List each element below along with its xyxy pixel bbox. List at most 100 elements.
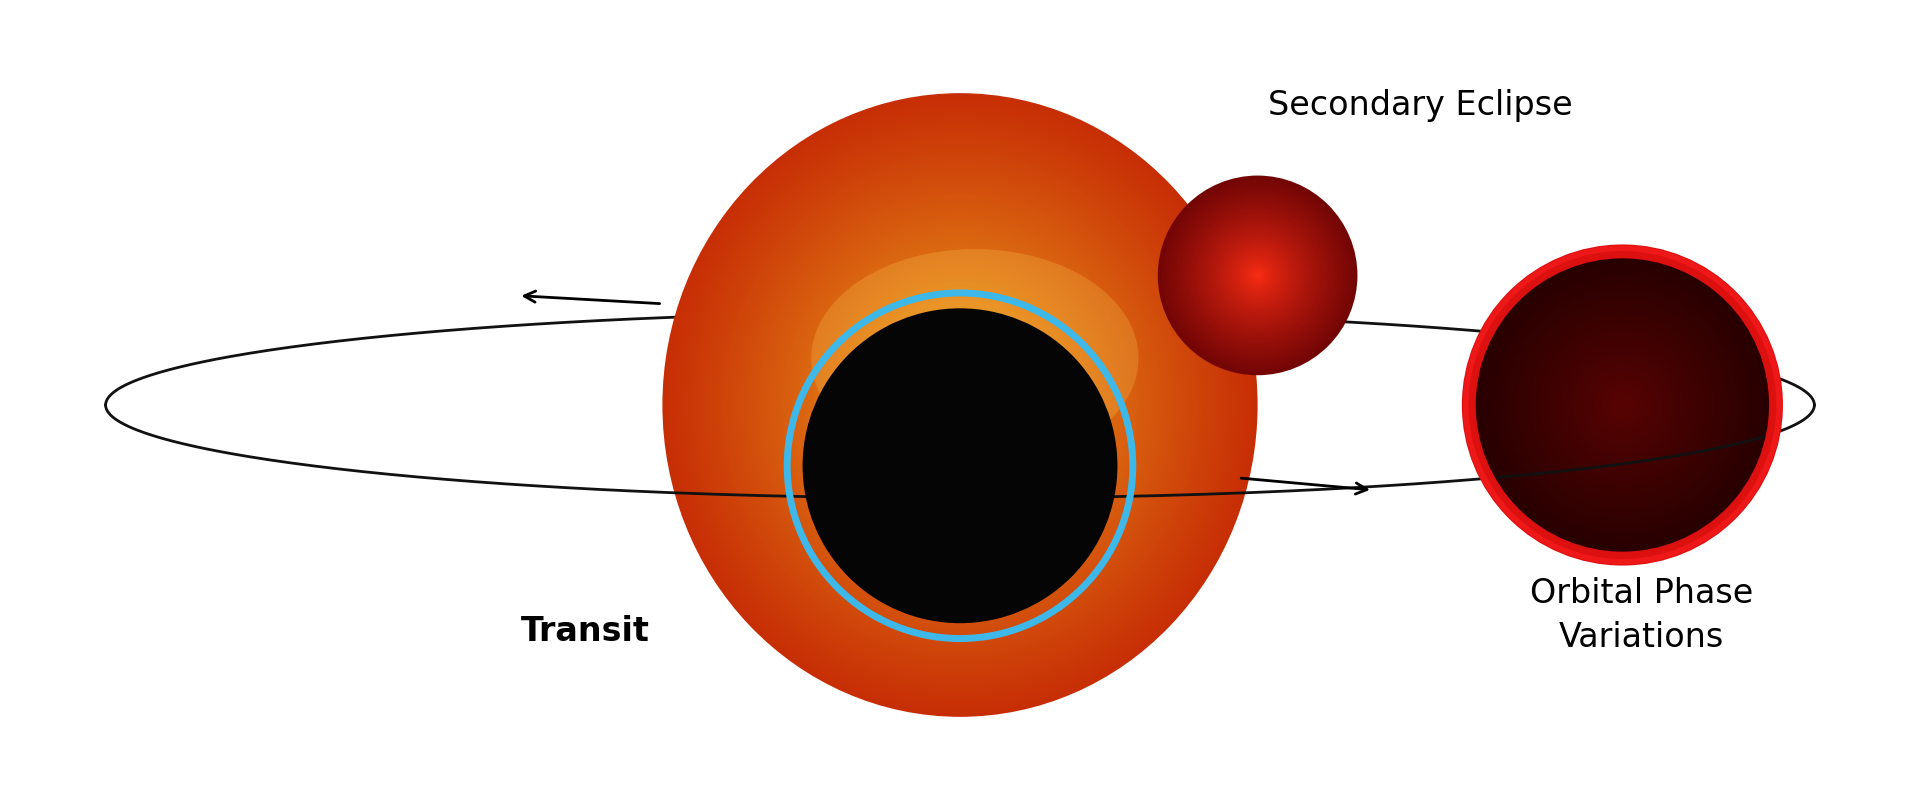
- Ellipse shape: [755, 190, 1165, 620]
- Circle shape: [1582, 364, 1663, 446]
- Circle shape: [1169, 187, 1346, 364]
- Circle shape: [1198, 215, 1317, 335]
- Ellipse shape: [881, 322, 1039, 488]
- Circle shape: [1565, 347, 1680, 463]
- Circle shape: [1165, 183, 1350, 368]
- Circle shape: [1548, 330, 1697, 480]
- Circle shape: [1469, 251, 1776, 559]
- Circle shape: [1227, 244, 1288, 307]
- Ellipse shape: [922, 364, 998, 446]
- Circle shape: [1167, 185, 1348, 366]
- Circle shape: [1500, 282, 1745, 528]
- Circle shape: [1496, 279, 1749, 531]
- Ellipse shape: [941, 385, 979, 425]
- Ellipse shape: [910, 353, 1010, 457]
- Circle shape: [1188, 207, 1327, 344]
- Circle shape: [1567, 349, 1678, 461]
- Ellipse shape: [931, 375, 989, 435]
- Circle shape: [1173, 192, 1342, 359]
- Ellipse shape: [872, 311, 1048, 498]
- Circle shape: [1549, 332, 1695, 478]
- Ellipse shape: [806, 245, 1114, 565]
- Ellipse shape: [789, 226, 1131, 584]
- Ellipse shape: [764, 199, 1156, 611]
- Ellipse shape: [743, 177, 1177, 633]
- Circle shape: [1177, 194, 1338, 356]
- Ellipse shape: [952, 397, 968, 413]
- Ellipse shape: [705, 139, 1215, 671]
- Ellipse shape: [668, 100, 1252, 710]
- Ellipse shape: [678, 109, 1242, 701]
- Circle shape: [1204, 222, 1311, 329]
- Circle shape: [1194, 213, 1321, 338]
- Ellipse shape: [924, 366, 996, 444]
- Ellipse shape: [708, 142, 1212, 668]
- Ellipse shape: [758, 193, 1162, 617]
- Circle shape: [1544, 326, 1701, 484]
- Ellipse shape: [791, 228, 1129, 582]
- Circle shape: [1603, 386, 1642, 424]
- Circle shape: [1235, 252, 1281, 299]
- Circle shape: [1609, 391, 1636, 419]
- Circle shape: [1238, 257, 1277, 294]
- Ellipse shape: [945, 390, 975, 420]
- Ellipse shape: [722, 156, 1198, 654]
- Ellipse shape: [820, 258, 1100, 552]
- Circle shape: [1617, 399, 1628, 411]
- Ellipse shape: [684, 115, 1236, 695]
- Ellipse shape: [956, 400, 964, 410]
- Ellipse shape: [829, 268, 1091, 542]
- Circle shape: [1572, 355, 1672, 455]
- Circle shape: [1503, 286, 1741, 524]
- Ellipse shape: [772, 208, 1148, 602]
- Ellipse shape: [889, 330, 1031, 480]
- Circle shape: [1511, 294, 1734, 516]
- Circle shape: [1221, 238, 1296, 313]
- Circle shape: [1519, 301, 1726, 509]
- Ellipse shape: [839, 279, 1081, 531]
- Ellipse shape: [810, 248, 1110, 562]
- Circle shape: [1494, 276, 1751, 534]
- Ellipse shape: [852, 292, 1068, 518]
- Circle shape: [1607, 390, 1638, 420]
- Ellipse shape: [872, 313, 1048, 497]
- Circle shape: [1238, 255, 1277, 296]
- Circle shape: [1200, 218, 1315, 333]
- Circle shape: [1206, 223, 1309, 328]
- Circle shape: [1473, 255, 1772, 555]
- Circle shape: [1599, 382, 1645, 428]
- Ellipse shape: [745, 181, 1175, 629]
- Ellipse shape: [716, 149, 1204, 661]
- Circle shape: [1584, 367, 1661, 443]
- Ellipse shape: [937, 382, 983, 428]
- Ellipse shape: [810, 249, 1139, 467]
- Ellipse shape: [797, 233, 1123, 577]
- Ellipse shape: [841, 280, 1079, 530]
- Circle shape: [1532, 315, 1713, 495]
- Ellipse shape: [828, 266, 1092, 544]
- Circle shape: [1236, 254, 1279, 296]
- Ellipse shape: [670, 101, 1250, 709]
- Ellipse shape: [818, 257, 1102, 553]
- Ellipse shape: [947, 391, 973, 419]
- Ellipse shape: [929, 374, 991, 436]
- Circle shape: [1212, 229, 1304, 322]
- Ellipse shape: [785, 223, 1135, 587]
- Ellipse shape: [781, 218, 1139, 592]
- Circle shape: [1192, 211, 1323, 340]
- Circle shape: [1202, 220, 1313, 330]
- Ellipse shape: [812, 250, 1108, 560]
- Circle shape: [1542, 324, 1703, 486]
- Circle shape: [1597, 380, 1647, 430]
- Circle shape: [1223, 241, 1292, 310]
- Circle shape: [1553, 336, 1692, 474]
- Circle shape: [1210, 227, 1306, 324]
- Circle shape: [1534, 317, 1711, 493]
- Ellipse shape: [762, 198, 1158, 612]
- Ellipse shape: [799, 235, 1121, 575]
- Ellipse shape: [902, 344, 1018, 466]
- Ellipse shape: [701, 134, 1219, 676]
- Ellipse shape: [950, 395, 970, 415]
- Ellipse shape: [739, 173, 1181, 637]
- Circle shape: [1256, 273, 1260, 278]
